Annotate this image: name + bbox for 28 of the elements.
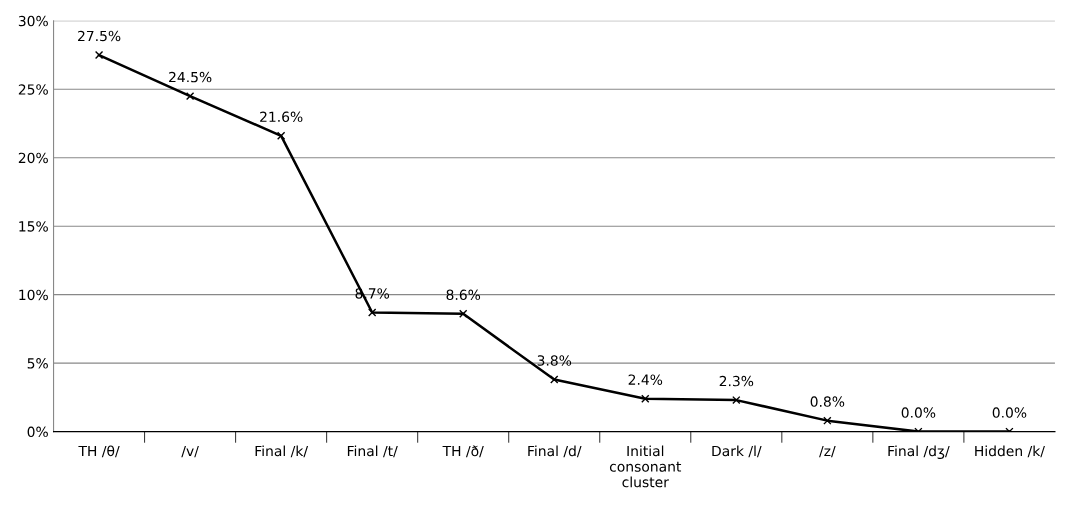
- x-tick-label: TH /θ/: [78, 445, 120, 458]
- x-tick-label: Hidden /k/: [975, 445, 1045, 458]
- data-label: 2.4%: [628, 374, 663, 385]
- x-tick-label: Final /dʒ/: [888, 445, 950, 459]
- x-tick-label: Final /d/: [528, 445, 582, 458]
- data-label: 8.6%: [446, 289, 481, 301]
- x-tick-label: Initial consonant cluster: [609, 445, 682, 488]
- y-tick-label: 15%: [19, 221, 48, 232]
- data-label: 24.5%: [169, 71, 212, 83]
- x-tick-label: TH /ð/: [442, 445, 484, 458]
- data-label: 0.0%: [901, 407, 936, 418]
- data-label: 27.5%: [78, 30, 121, 42]
- x-tick-label: Dark /l/: [712, 445, 762, 458]
- data-label: 0.8%: [810, 396, 845, 407]
- data-label: 2.3%: [719, 375, 754, 387]
- y-tick-label: 0%: [27, 426, 48, 438]
- y-tick-label: 30%: [18, 15, 48, 27]
- data-label: 3.8%: [537, 355, 572, 366]
- x-tick-label: /v/: [181, 445, 199, 458]
- y-tick-label: 20%: [18, 152, 48, 164]
- x-tick-label: Final /t/: [347, 445, 398, 458]
- y-tick-label: 25%: [18, 84, 48, 95]
- x-tick-label: /z/: [819, 445, 836, 458]
- data-label: 0.0%: [992, 407, 1027, 418]
- x-tick-label: Final /k/: [255, 445, 309, 458]
- y-tick-label: 5%: [27, 358, 48, 369]
- y-tick-label: 10%: [19, 289, 48, 301]
- data-label: 21.6%: [260, 111, 303, 123]
